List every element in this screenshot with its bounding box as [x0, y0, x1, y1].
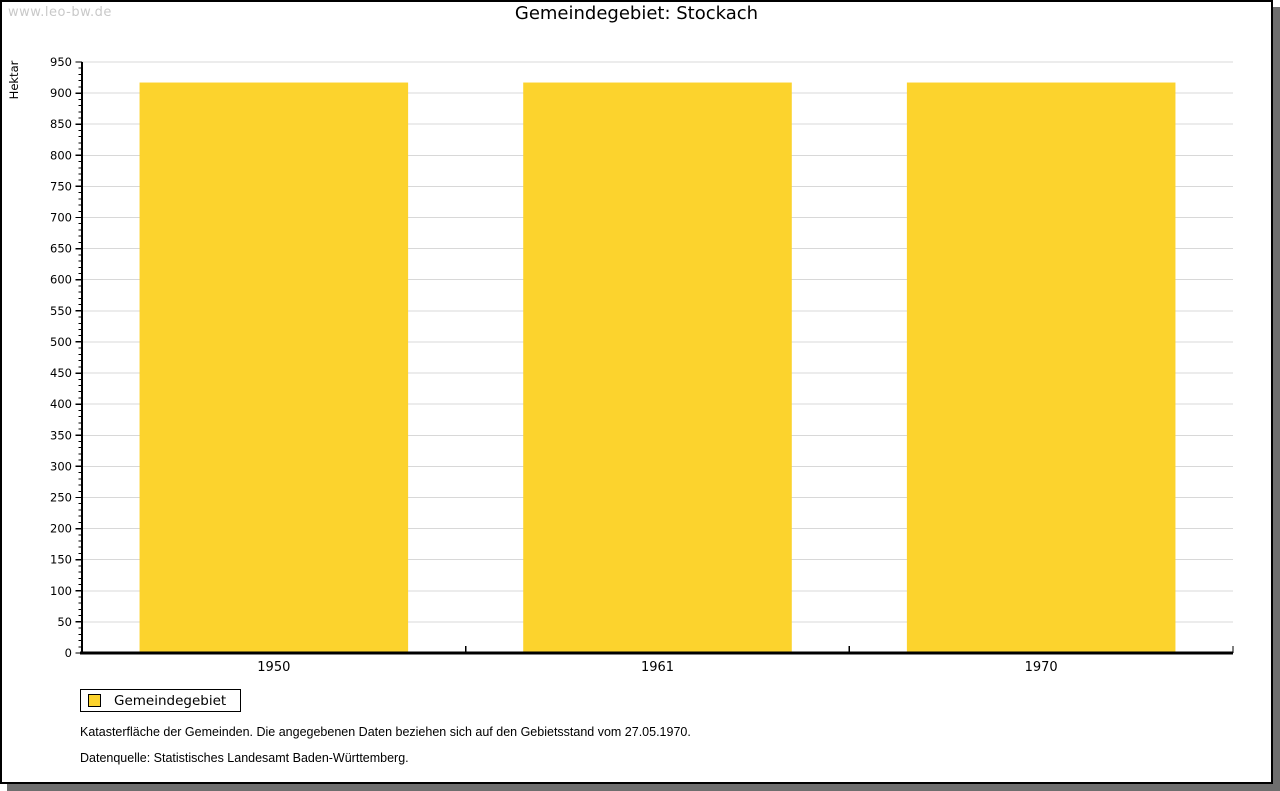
- y-tick-label-900: 900: [50, 86, 72, 100]
- footnote-gebietsstand: Katasterfläche der Gemeinden. Die angege…: [80, 725, 691, 739]
- y-tick-label-150: 150: [50, 553, 72, 567]
- y-tick-label-550: 550: [50, 304, 72, 318]
- y-axis-title: Hektar: [7, 60, 21, 99]
- y-tick-label-50: 50: [57, 615, 72, 629]
- chart-title: Gemeindegebiet: Stockach: [514, 3, 759, 24]
- bar-chart-canvas: 0 50 100 150 200 250 300 350 400 450 500 550 600 650 7…: [7, 55, 1234, 675]
- y-tick-label-0: 0: [65, 646, 72, 660]
- footnote-datenquelle: Datenquelle: Statistisches Landesamt Bad…: [80, 751, 409, 765]
- y-tick-label-700: 700: [50, 211, 72, 225]
- y-tick-label-100: 100: [50, 584, 72, 598]
- watermark-text: www.leo-bw.de: [8, 5, 112, 20]
- bar-1950: [139, 82, 409, 653]
- y-tick-label-650: 650: [50, 242, 72, 256]
- legend-box: Gemeindegebiet: [80, 689, 242, 712]
- y-tick-label-750: 750: [50, 179, 72, 193]
- y-tick-label-500: 500: [50, 335, 72, 349]
- y-tick-label-800: 800: [50, 148, 72, 162]
- x-category-label-1950: 1950: [257, 660, 290, 675]
- y-tick-label-200: 200: [50, 522, 72, 536]
- y-tick-label-250: 250: [50, 490, 72, 504]
- bar-1961: [523, 82, 792, 653]
- y-tick-label-350: 350: [50, 428, 72, 442]
- x-category-label-1970: 1970: [1025, 660, 1058, 675]
- y-tick-label-450: 450: [50, 366, 72, 380]
- bar-1970: [906, 82, 1176, 653]
- y-tick-label-300: 300: [50, 459, 72, 473]
- y-tick-label-950: 950: [50, 55, 72, 69]
- x-category-label-1961: 1961: [641, 660, 674, 675]
- legend-label-gemeindegebiet: Gemeindegebiet: [114, 692, 227, 709]
- y-tick-label-850: 850: [50, 117, 72, 131]
- y-tick-label-600: 600: [50, 273, 72, 287]
- legend-swatch-gemeindegebiet: [88, 694, 101, 707]
- y-tick-label-400: 400: [50, 397, 72, 411]
